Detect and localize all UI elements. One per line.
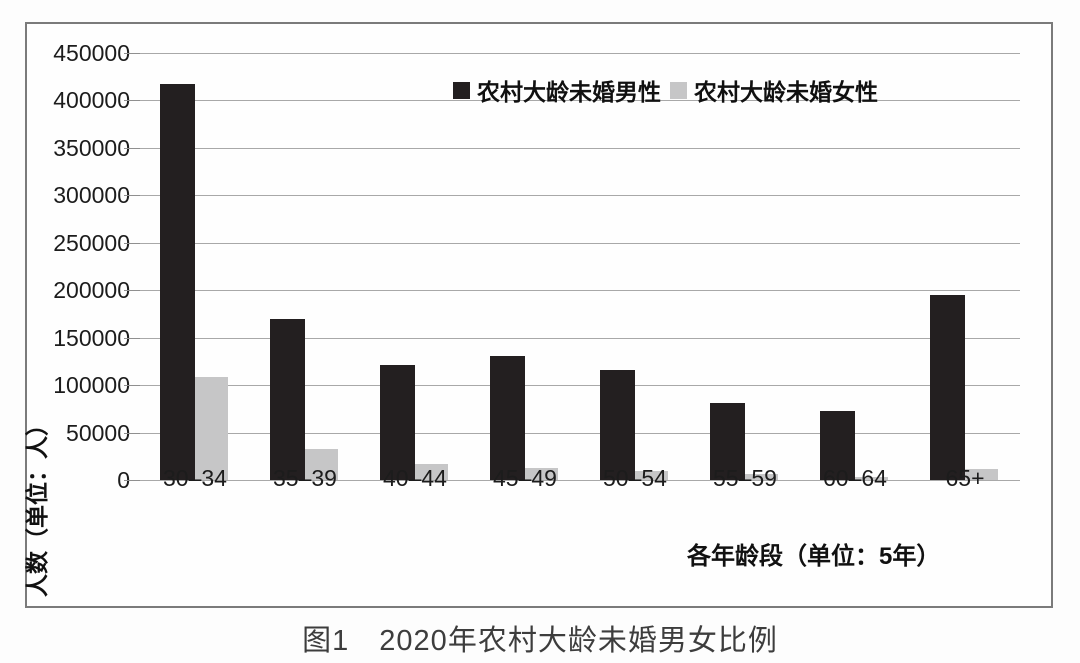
legend-swatch-male-icon bbox=[453, 81, 470, 99]
gridline bbox=[140, 147, 1020, 149]
legend-label-female: 农村大龄未婚女性 bbox=[694, 79, 878, 105]
y-tick-label: 100000 bbox=[53, 372, 130, 399]
y-tick-label: 350000 bbox=[53, 134, 130, 161]
gridline bbox=[140, 242, 1020, 244]
y-axis-tick-mark bbox=[124, 147, 140, 149]
figure-caption: 图1 2020年农村大龄未婚男女比例 bbox=[302, 625, 778, 657]
y-axis-tick-mark bbox=[124, 432, 140, 434]
gridline bbox=[140, 53, 1020, 54]
x-tick-label: 55–59 bbox=[713, 465, 777, 491]
bar-female-30–34 bbox=[195, 376, 228, 480]
legend: 农村大龄未婚男性 农村大龄未婚女性 bbox=[453, 73, 878, 107]
x-tick-label: 65+ bbox=[945, 465, 985, 491]
x-tick-label: 50–54 bbox=[603, 465, 667, 491]
bar-male-65+ bbox=[930, 294, 965, 480]
bar-female-60–64 bbox=[855, 477, 888, 480]
y-axis-tick-mark bbox=[124, 480, 140, 481]
y-axis-tick-mark bbox=[124, 242, 140, 244]
bar-female-35–39 bbox=[305, 448, 338, 480]
y-tick-label: 400000 bbox=[53, 87, 130, 114]
legend-item-female: 农村大龄未婚女性 bbox=[670, 73, 878, 107]
bar-female-65+ bbox=[965, 468, 998, 480]
bar-male-50–54 bbox=[600, 369, 635, 480]
legend-item-male: 农村大龄未婚男性 bbox=[453, 73, 661, 107]
plot-area bbox=[124, 53, 1020, 481]
y-tick-label: 200000 bbox=[53, 277, 130, 304]
bar-male-40–44 bbox=[380, 365, 415, 480]
bar-male-60–64 bbox=[820, 410, 855, 480]
gridline bbox=[140, 385, 1020, 387]
bar-male-30–34 bbox=[160, 84, 195, 480]
y-tick-label: 150000 bbox=[53, 324, 130, 351]
x-axis-title: 各年龄段（单位：5年） bbox=[687, 543, 941, 570]
legend-swatch-female-icon bbox=[670, 81, 687, 99]
y-axis-tick-mark bbox=[124, 100, 140, 102]
gridline bbox=[140, 480, 1020, 481]
bar-female-55–59 bbox=[745, 474, 778, 480]
y-axis-tick-mark bbox=[124, 337, 140, 339]
x-tick-label: 35–39 bbox=[273, 465, 337, 491]
x-tick-label: 40–44 bbox=[383, 465, 447, 491]
chart-frame: 人数（单位：人） 0 50000 100000 150000 200000 250000 3… bbox=[24, 22, 1053, 608]
y-tick-label: 50000 bbox=[66, 419, 130, 446]
x-tick-label: 60–64 bbox=[823, 465, 887, 491]
legend-label-male: 农村大龄未婚男性 bbox=[477, 79, 661, 105]
gridline bbox=[140, 100, 1020, 102]
gridline bbox=[140, 195, 1020, 197]
gridline bbox=[140, 337, 1020, 339]
y-tick-label: 300000 bbox=[53, 182, 130, 209]
y-tick-label: 250000 bbox=[53, 229, 130, 256]
y-tick-label: 0 bbox=[117, 467, 130, 493]
bar-male-55–59 bbox=[710, 403, 745, 480]
x-tick-label: 45–49 bbox=[493, 465, 557, 491]
y-tick-label: 450000 bbox=[53, 40, 130, 66]
bar-female-40–44 bbox=[415, 463, 448, 480]
bar-male-35–39 bbox=[270, 318, 305, 480]
y-axis-tick-mark bbox=[124, 385, 140, 387]
y-axis-tick-mark bbox=[124, 290, 140, 292]
x-tick-label: 30–34 bbox=[163, 465, 227, 491]
bar-female-50–54 bbox=[635, 471, 668, 480]
bar-male-45–49 bbox=[490, 355, 525, 480]
bar-female-45–49 bbox=[525, 467, 558, 480]
gridline bbox=[140, 432, 1020, 434]
y-axis-tick-mark bbox=[124, 195, 140, 197]
gridline bbox=[140, 290, 1020, 292]
y-axis-tick-mark bbox=[124, 53, 140, 54]
